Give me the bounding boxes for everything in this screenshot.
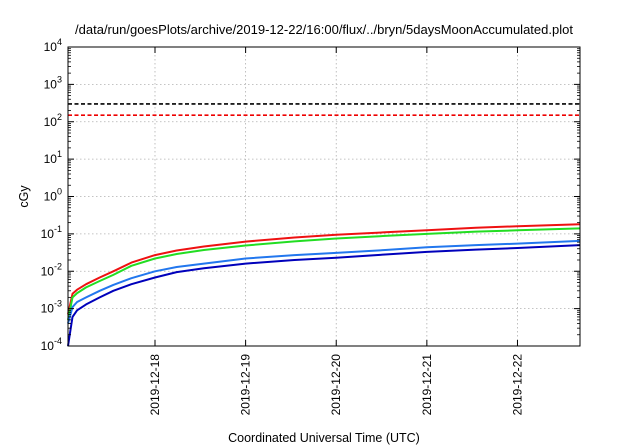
- y-tick-base: 10: [41, 339, 55, 353]
- x-tick-label: 2019-12-21: [420, 354, 434, 416]
- y-tick-base: 10: [44, 190, 58, 204]
- y-tick-exponent: -2: [54, 261, 62, 271]
- y-tick-base: 10: [44, 77, 58, 91]
- y-tick-label: 100: [44, 187, 62, 204]
- y-tick-label: 104: [44, 37, 62, 54]
- grid: [68, 46, 580, 347]
- y-tick-exponent: -4: [54, 336, 62, 346]
- y-axis-label: cGy: [17, 185, 31, 208]
- y-tick-label: 10-2: [41, 261, 62, 278]
- x-tick-label: 2019-12-20: [329, 354, 343, 416]
- y-tick-base: 10: [44, 115, 58, 129]
- x-axis-ticks: 2019-12-18 2019-12-19 2019-12-20 2019-12-21…: [148, 47, 524, 415]
- y-tick-base: 10: [44, 152, 58, 166]
- y-tick-base: 10: [41, 264, 55, 278]
- chart-title: /data/run/goesPlots/archive/2019-12-22/1…: [75, 22, 573, 37]
- dose-series-line: [67, 239, 581, 324]
- reference-lines: [68, 103, 580, 116]
- y-tick-exponent: 1: [57, 149, 62, 159]
- dose-series-line: [67, 244, 581, 347]
- y-tick-exponent: 0: [57, 187, 62, 197]
- dose-series-line: [67, 223, 581, 315]
- y-tick-exponent: 2: [57, 112, 62, 122]
- x-axis-label: Coordinated Universal Time (UTC): [228, 431, 420, 445]
- y-tick-label: 10-4: [41, 336, 62, 353]
- x-tick-label: 2019-12-18: [148, 354, 162, 416]
- y-tick-base: 10: [41, 302, 55, 316]
- y-tick-label: 10-1: [41, 224, 62, 241]
- x-tick-label: 2019-12-22: [510, 354, 524, 416]
- y-tick-label: 102: [44, 112, 62, 129]
- y-tick-exponent: -3: [54, 299, 62, 309]
- x-tick-label: 2019-12-19: [239, 354, 253, 416]
- y-tick-label: 10-3: [41, 299, 62, 316]
- y-tick-base: 10: [41, 227, 55, 241]
- y-tick-label: 101: [44, 149, 62, 166]
- y-tick-exponent: -1: [54, 224, 62, 234]
- series-lines: [67, 223, 581, 347]
- dose-series-line: [67, 227, 581, 321]
- y-tick-label: 103: [44, 74, 62, 91]
- y-tick-exponent: 4: [57, 37, 62, 47]
- y-tick-base: 10: [44, 40, 58, 54]
- y-tick-exponent: 3: [57, 74, 62, 84]
